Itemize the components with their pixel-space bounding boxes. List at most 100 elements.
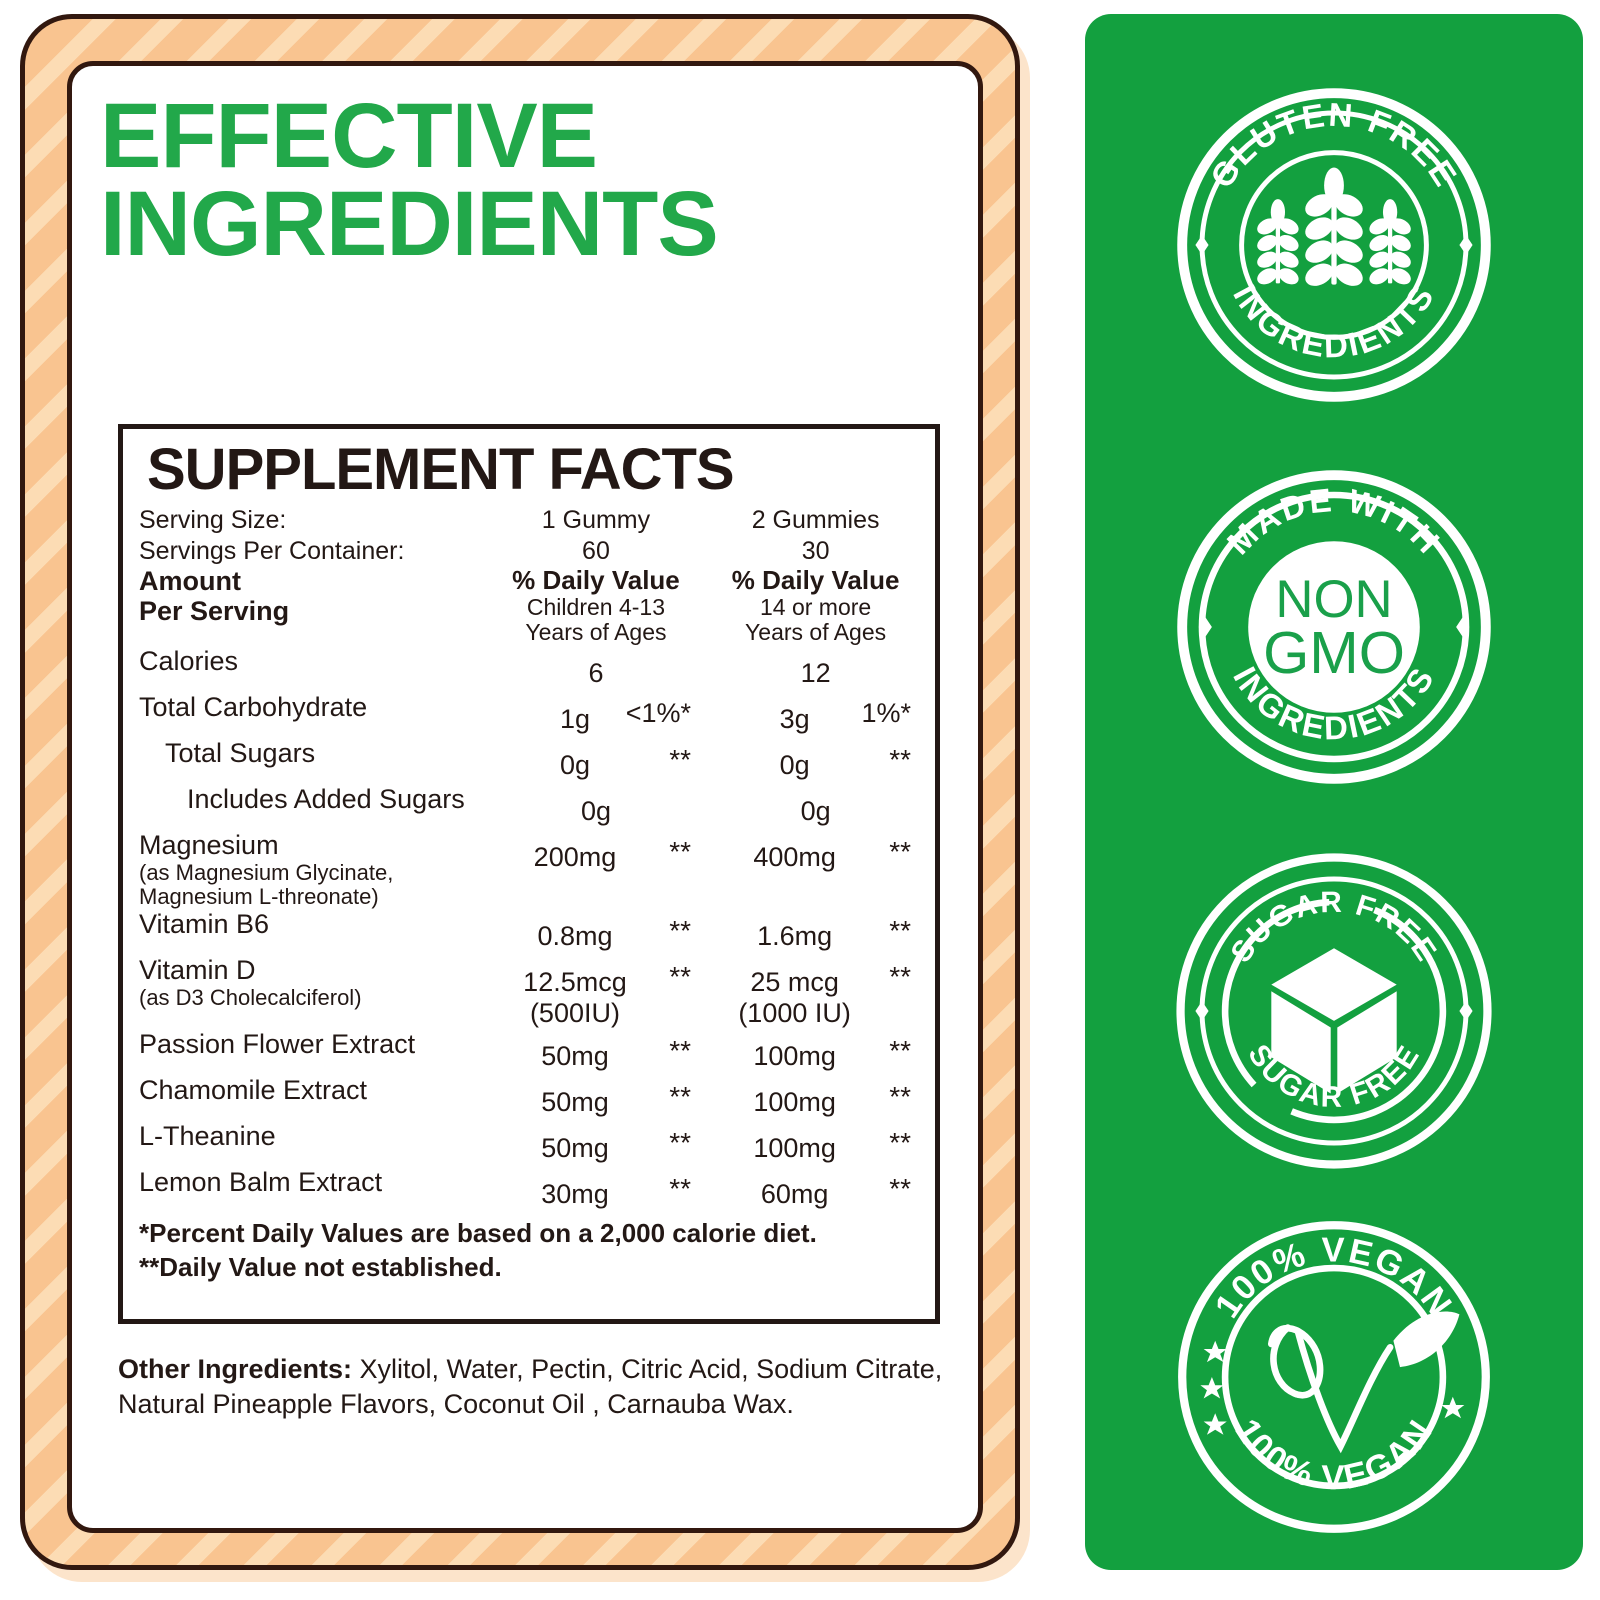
table-row: Total Carbohydrate 1g <1%* 3g 1%* [139,692,919,738]
wheat-icon [1257,167,1411,286]
serving-size-label: Serving Size: [139,506,287,534]
nutrient-value-col2: 25 mcg ** (1000 IU) [712,955,919,1029]
daily-value: ** [669,1127,692,1159]
amount-value: 30mg [541,1179,609,1210]
daily-value: ** [669,1173,692,1205]
amount-value: 50mg [541,1133,609,1164]
table-row: Chamomile Extract 50mg ** 100mg ** [139,1075,919,1121]
col2-header-sub-2: Years of Ages [745,619,887,646]
daily-value: 1%* [861,698,911,729]
nutrient-name: Chamomile Extract [139,1075,368,1106]
nutrient-value-col2: 0g ** [712,738,919,784]
nutrient-value-col1: 50mg ** [493,1075,699,1121]
table-row: L-Theanine 50mg ** 100mg ** [139,1121,919,1167]
amount-value: 100mg [753,1133,836,1164]
sugar-free-bottom-text: SUGAR FREE [1241,1039,1424,1114]
servings-per-container-col1: 60 [582,536,610,565]
other-ingredients-label: Other Ingredients: [118,1354,353,1384]
nutrient-value-col2: 100mg ** [712,1075,919,1121]
nutrient-name: Vitamin D (as D3 Cholecalciferol) [139,955,480,1029]
daily-value: <1%* [625,698,692,729]
col2-header-title: % Daily Value [731,565,900,595]
amount-per-serving-header: Amount Per Serving [139,566,480,646]
nutrient-name: Total Sugars [165,738,316,769]
amount-value: 3g [779,704,810,735]
nutrient-value-col1: 6 [493,646,699,692]
servings-per-container-row: Servings Per Container: 60 30 [139,536,919,567]
amount-value: 100mg [753,1087,836,1118]
amount-value: 100mg [753,1041,836,1072]
nutrient-value-col2: 1.6mg ** [712,909,919,955]
footnote-table: *Percent Daily Values are based on a 2,0… [139,1217,919,1283]
daily-value: ** [889,1035,911,1067]
daily-value: ** [669,1081,692,1113]
supplement-facts-table: Serving Size: 1 Gummy 2 Gummies Servings… [139,505,919,1213]
daily-value: ** [889,915,911,947]
nutrient-value-col1: 200mg ** [493,830,699,909]
daily-value: ** [889,836,911,868]
table-row: Lemon Balm Extract 30mg ** 60mg ** [139,1167,919,1213]
nutrient-value-col1: 0g [493,784,699,830]
supplement-facts-panel: SUPPLEMENT FACTS Serving Size: 1 Gummy 2… [118,424,940,1324]
nutrient-name: Calories [139,646,239,677]
daily-value: ** [889,1173,911,1205]
amount-value: 60mg [760,1179,829,1210]
amount-value: 12.5mcg [523,967,627,998]
table-row: Vitamin B6 0.8mg ** 1.6mg ** [139,909,919,955]
serving-size-col2: 2 Gummies [751,506,880,534]
table-row: Includes Added Sugars 0g 0g [139,784,919,830]
col1-header-sub-2: Years of Ages [525,619,667,646]
servings-per-container-label: Servings Per Container: [139,536,405,565]
nutrient-name: Includes Added Sugars [187,784,465,815]
daily-value: ** [889,744,911,776]
nutrient-rows: Calories 6 12 Total Carbohydrate 1g <1%* 3g 1%*… [139,646,919,1213]
amount-value: 1g [559,704,590,735]
certification-panel: GLUTEN FREE INGREDIENTS [1085,14,1583,1570]
nutrient-value-col1: 30mg ** [493,1167,699,1213]
nutrient-value-col2: 100mg ** [712,1029,919,1075]
daily-value: ** [669,836,692,868]
supplement-facts-title: SUPPLEMENT FACTS [147,437,735,502]
amount-value: 6 [588,658,604,689]
nutrient-value-col1: 0g ** [493,738,699,784]
nutrient-value-col1: 1g <1%* [493,692,699,738]
nutrient-value-col2: 400mg ** [712,830,919,909]
table-row: Vitamin D (as D3 Cholecalciferol) 12.5mcg *… [139,955,919,1029]
amount-value: 0.8mg [537,921,613,952]
amount-value: 50mg [541,1041,609,1072]
col2-header-sub-1: 14 or more [759,593,872,620]
col1-header-sub-1: Children 4-13 [526,593,665,620]
sugar-cube-icon [1271,948,1397,1094]
other-ingredients-text: Xylitol, Water, Pectin, Citric Acid, Sod… [118,1354,943,1420]
nutrient-name: Magnesium (as Magnesium Glycinate, Magnesi… [139,830,480,909]
amount-value: 0g [800,796,831,827]
amount-value: 0g [779,750,810,781]
nutrient-value-col1: 0.8mg ** [493,909,699,955]
nutrient-source: (as Magnesium Glycinate, [139,859,394,885]
amount-value-secondary: (500IU) [529,998,620,1029]
amount-value: 1.6mg [757,921,833,952]
amount-header-line-2: Per Serving [139,596,290,627]
badge-non-gmo: MADE WITH INGREDIENTS NON GMO [1169,462,1499,792]
nutrient-value-col1: 12.5mcg ** (500IU) [493,955,699,1029]
vegan-top-text: 100% VEGAN [1208,1231,1457,1324]
amount-value: 12 [800,658,831,689]
nutrient-name: Lemon Balm Extract [139,1167,383,1198]
nutrient-name: Vitamin B6 [139,909,270,940]
nutrient-value-col1: 50mg ** [493,1121,699,1167]
amount-value: 50mg [541,1087,609,1118]
non-gmo-center-line-1: NON [1275,570,1392,629]
badge-sugar-free: SUGAR FREE SUGAR FREE [1169,846,1499,1176]
page-title: EFFECTIVE INGREDIENTS [100,90,980,271]
amount-value: 200mg [533,842,617,873]
nutrient-name: L-Theanine [139,1121,276,1152]
badge-vegan: 100% VEGAN 100% VEGAN [1169,1212,1499,1542]
daily-value: ** [669,961,692,993]
col1-header-title: % Daily Value [512,565,680,595]
table-row: Total Sugars 0g ** 0g ** [139,738,919,784]
daily-value: ** [889,961,911,993]
amount-header-line-1: Amount [139,566,241,596]
nutrient-name: Passion Flower Extract [139,1029,416,1060]
amount-value: 0g [580,796,611,827]
amount-value: 25 mcg [750,967,839,998]
